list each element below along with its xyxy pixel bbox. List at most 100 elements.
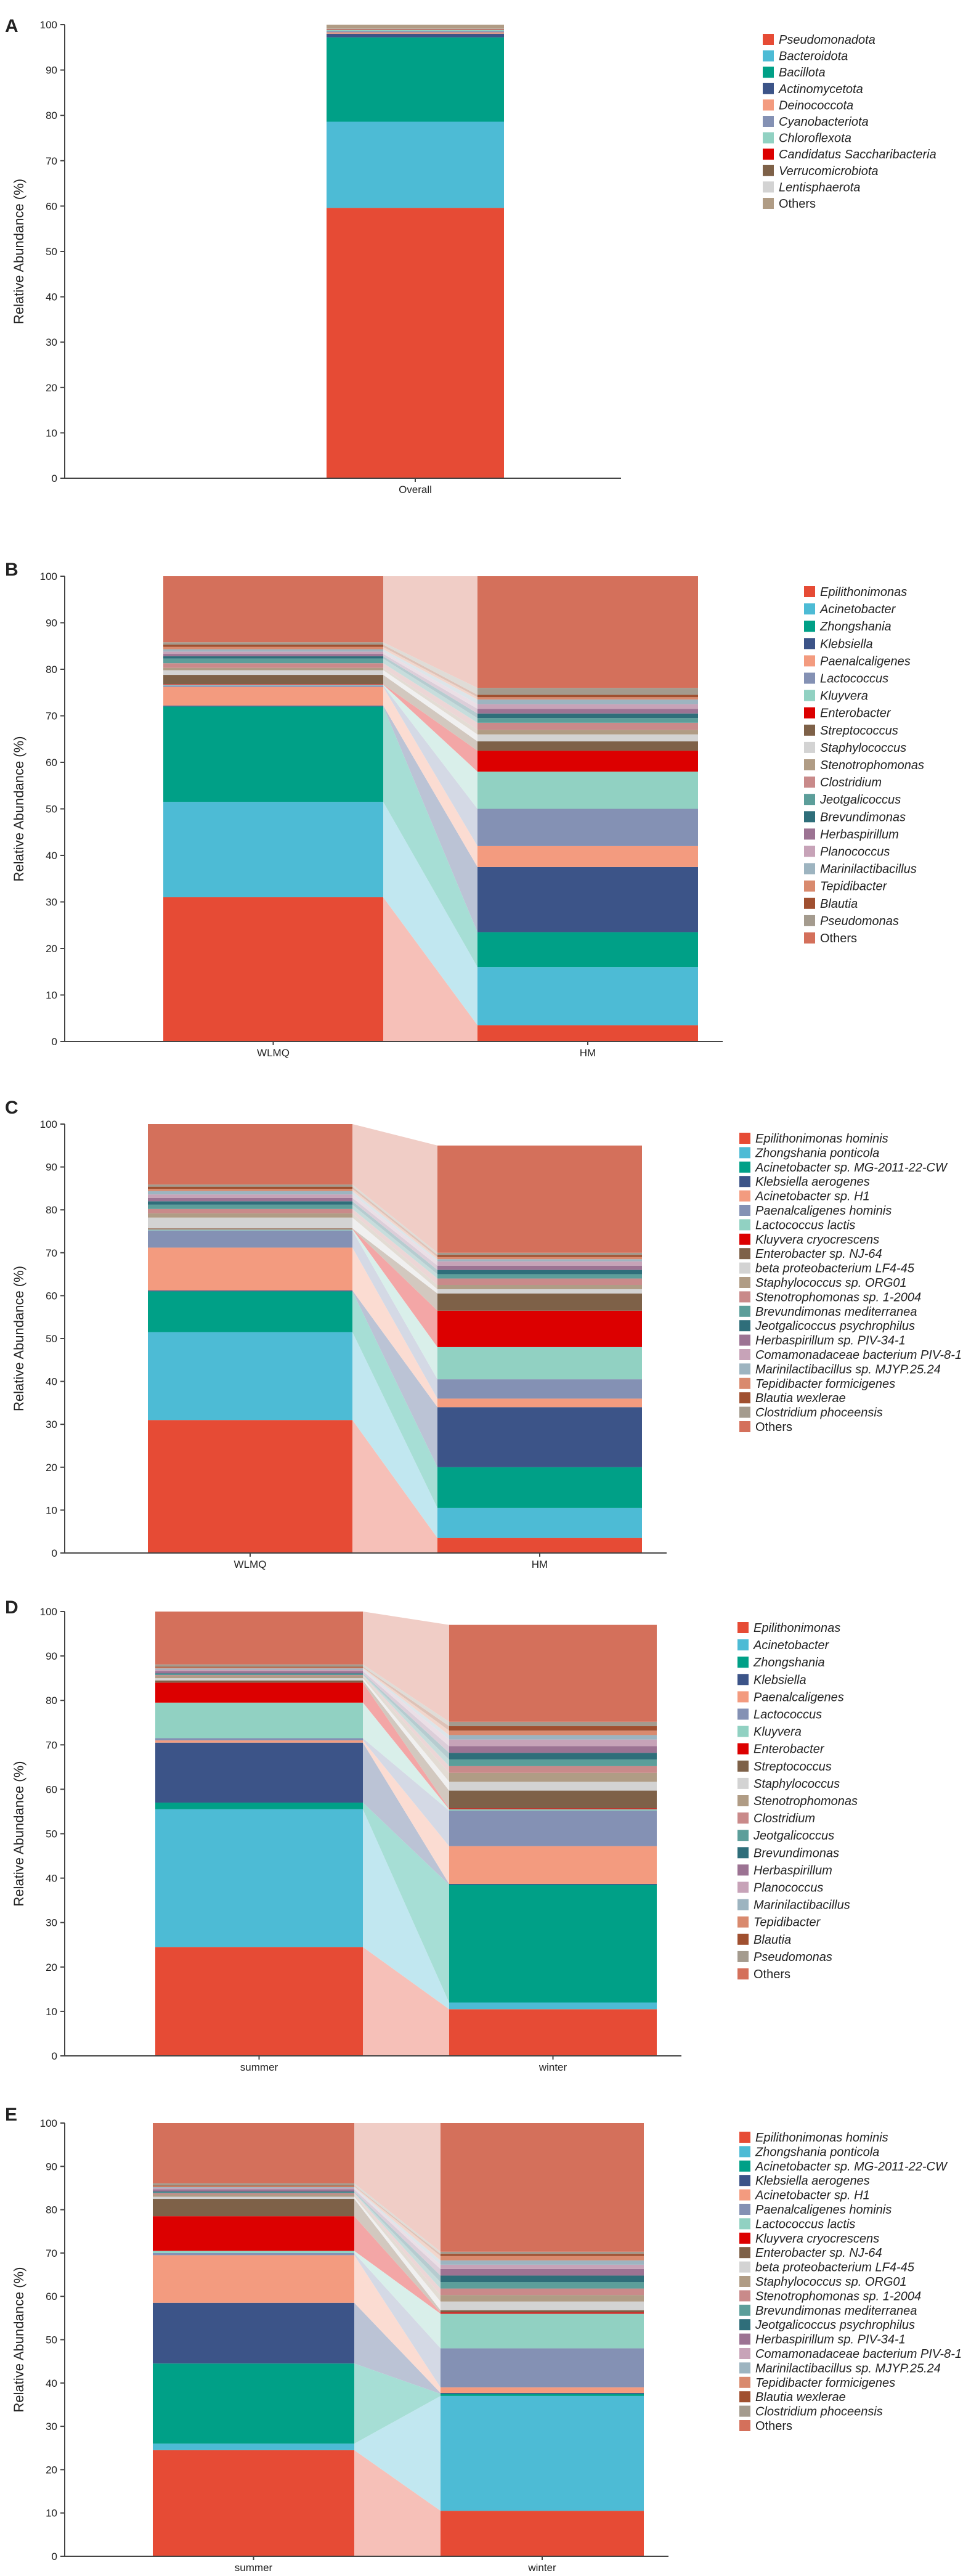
bar-segment	[163, 685, 383, 687]
bar-segment	[153, 2199, 354, 2217]
bar-segment	[441, 2295, 644, 2302]
legend-swatch	[739, 1133, 750, 1144]
flow-blautia-wexlerae	[352, 1186, 437, 1257]
legend-label: Brevundimonas	[754, 1846, 839, 1860]
legend-label: Epilithonimonas hominis	[755, 1132, 888, 1146]
bar-segment	[155, 1612, 363, 1665]
bar-segment	[153, 2444, 354, 2450]
y-tick-label: 70	[46, 1739, 57, 1751]
legend-label: Zhongshania ponticola	[755, 2145, 879, 2159]
bar-segment	[449, 1883, 657, 1885]
legend-swatch	[804, 794, 815, 805]
flow-herbaspirillum-sp-piv-34-1	[354, 2189, 441, 2276]
legend-label: Paenalcaligenes	[754, 1690, 844, 1704]
legend-label: Kluyvera cryocrescens	[755, 2232, 879, 2246]
flow-zhongshania	[383, 706, 477, 968]
flow-brevundimonas	[363, 1673, 449, 1760]
bar-segment	[155, 1742, 363, 1803]
flow-paenalcaligenes	[383, 687, 477, 867]
bar-segment	[441, 2275, 644, 2283]
bar-segment	[148, 1230, 352, 1248]
legend-swatch	[737, 1812, 749, 1824]
bar-segment	[477, 730, 698, 735]
category-label: Overall	[399, 484, 432, 495]
legend-swatch	[739, 2218, 750, 2230]
flow-staphylococcus	[383, 670, 477, 742]
flow-lactococcus-lactis	[354, 2251, 441, 2349]
legend-label: Paenalcaligenes hominis	[755, 1204, 892, 1218]
legend-label: Acinetobacter sp. MG-2011-22-CW	[755, 2160, 948, 2174]
panel-c: C WLMQ HM 0 10 20 30 40 50 60 70 80 90 100 Relative Ab…	[5, 1098, 962, 1570]
bar-segment	[155, 1666, 363, 1668]
legend-swatch	[804, 759, 815, 770]
y-tick-label: 0	[52, 473, 57, 484]
flow-pseudomonas	[383, 642, 477, 695]
legend-label: Brevundimonas mediterranea	[755, 2304, 917, 2318]
y-tick-label: 80	[46, 664, 57, 675]
bar-segment	[449, 1846, 657, 1884]
flow-beta-proteobacterium-lf4-45	[352, 1217, 437, 1294]
bar-segment	[449, 1753, 657, 1760]
bar-segment	[437, 1289, 642, 1294]
legend-label: Kluyvera	[754, 1726, 802, 1739]
legend-swatch	[739, 2376, 750, 2388]
legend-swatch	[763, 181, 774, 193]
legend-swatch	[737, 1708, 749, 1720]
bar-segment	[327, 31, 504, 33]
flow-blautia	[383, 644, 477, 698]
bar-segment	[441, 2387, 644, 2393]
legend-label: Stenotrophomonas	[820, 759, 924, 772]
bar-segment	[449, 1746, 657, 1753]
legend-swatch	[739, 1277, 750, 1288]
bar-segment	[449, 1759, 657, 1766]
y-tick-label: 90	[46, 1162, 57, 1173]
flow-acinetobacter-sp-mg-2011-22-cw	[354, 2363, 441, 2444]
bar-segment	[477, 718, 698, 723]
legend-swatch	[737, 1777, 749, 1789]
category-label: winter	[527, 2562, 556, 2574]
bar-segment	[163, 642, 383, 645]
bar-segment	[163, 649, 383, 652]
y-tick-label: 30	[46, 2421, 57, 2432]
bar-segment	[449, 1790, 657, 1809]
bar-segment	[437, 1145, 642, 1253]
y-tick-label: 80	[46, 2204, 57, 2216]
flow-lactococcus-lactis	[352, 1229, 437, 1380]
flow-blautia	[363, 1666, 449, 1731]
legend-label: Candidatus Saccharibacteria	[779, 148, 936, 161]
legend-swatch	[737, 1933, 749, 1945]
legend-label: Klebsiella	[754, 1673, 806, 1687]
bar-segment	[449, 1809, 657, 1811]
y-tick-label: 70	[46, 1247, 57, 1259]
bar-segment	[477, 695, 698, 698]
y-axis-label: Relative Abundance (%)	[11, 2267, 26, 2412]
legend-swatch	[804, 724, 815, 736]
legend-swatch	[737, 1795, 749, 1806]
bar-segment	[327, 28, 504, 30]
bar-segment	[163, 802, 383, 897]
y-tick-label: 10	[46, 2006, 57, 2018]
bar-segment	[148, 1213, 352, 1218]
legend-swatch	[739, 2319, 750, 2331]
flow-klebsiella-aerogenes	[352, 1290, 437, 1467]
bar-segment	[163, 675, 383, 685]
bar-segment	[327, 33, 504, 38]
legend-swatch	[737, 1760, 749, 1772]
bar-segment	[148, 1332, 352, 1420]
bar-segment	[441, 2395, 644, 2511]
bar-segment	[148, 1194, 352, 1198]
flow-planococcus	[383, 651, 477, 709]
flow-clostridium-phoceensis	[352, 1184, 437, 1255]
flow-stenotrophomonas-sp-1-2004	[352, 1209, 437, 1285]
legend-label: Clostridium	[820, 776, 882, 789]
legend-label: Paenalcaligenes	[820, 654, 911, 668]
legend-swatch	[739, 1190, 750, 1202]
y-tick-label: 0	[52, 1036, 57, 1048]
bar-segment	[441, 2392, 644, 2394]
legend-swatch	[737, 1691, 749, 1703]
bar-segment	[441, 2260, 644, 2265]
bar-segment	[153, 2185, 354, 2187]
bar-segment	[163, 687, 383, 706]
bar-segment	[153, 2196, 354, 2199]
